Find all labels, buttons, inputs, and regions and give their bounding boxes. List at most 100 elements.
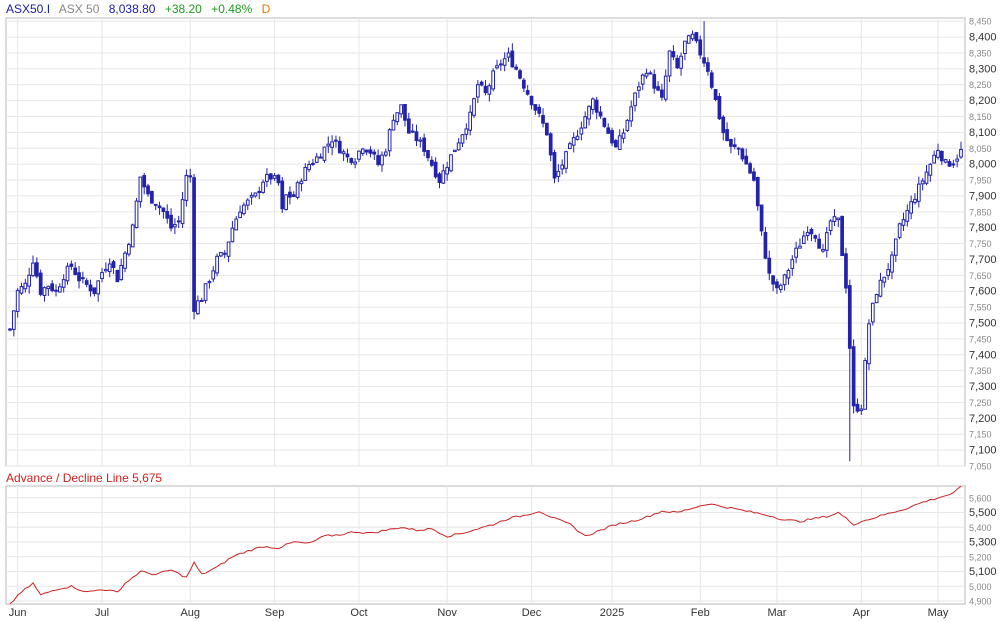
y-tick-label: 7,100 (969, 445, 997, 457)
interval-indicator[interactable]: D (261, 2, 271, 16)
candle-body (334, 139, 338, 142)
candle-body (295, 182, 300, 198)
candle-body (571, 137, 576, 146)
y-tick-label: 7,300 (969, 381, 997, 393)
y-tick-label: 5,400 (969, 523, 992, 533)
candle-body (552, 152, 557, 179)
x-tick-label: Sep (265, 607, 285, 619)
candle-body (449, 154, 453, 172)
candle-body (568, 143, 572, 150)
candle-body (836, 217, 841, 221)
candle-body (111, 261, 116, 268)
candle-body (268, 173, 273, 180)
candle-body (96, 280, 101, 295)
x-tick-label: Aug (180, 607, 200, 619)
symbol[interactable]: ASX50.I (6, 2, 51, 16)
candle-body (748, 163, 752, 174)
x-tick-label: Dec (522, 607, 542, 619)
y-tick-label: 8,150 (969, 112, 992, 122)
candle-body (913, 198, 917, 203)
candle-body (8, 328, 12, 331)
change-percent: +0.48% (211, 2, 253, 16)
candle-body (924, 171, 929, 184)
candle-body (38, 272, 43, 295)
candle-body (395, 112, 400, 123)
y-tick-label: 8,350 (969, 48, 992, 58)
candle-body (882, 276, 887, 283)
indicator-title: Advance / Decline Line 5,675 (6, 471, 163, 485)
candle-body (215, 255, 219, 274)
y-tick-label: 7,850 (969, 207, 992, 217)
candle-body (19, 286, 24, 294)
candle-body (890, 254, 894, 273)
candle-body (644, 72, 649, 77)
candle-body (629, 106, 634, 122)
y-tick-label: 8,300 (969, 63, 997, 75)
candle-body (521, 79, 526, 89)
candle-body (276, 174, 281, 184)
candle-body (399, 104, 403, 115)
last-price: 8,038.80 (108, 2, 156, 16)
candle-body (652, 74, 657, 89)
candle-body (104, 268, 108, 272)
candle-body (886, 269, 890, 276)
candle-body (437, 173, 442, 184)
candle-body (778, 284, 783, 290)
candle-body (491, 70, 496, 90)
candle-body (364, 149, 369, 153)
candle-body (314, 156, 319, 163)
candle-body (153, 203, 158, 206)
candle-body (383, 151, 388, 156)
y-tick-label: 7,750 (969, 239, 992, 249)
candle-body (184, 174, 189, 201)
candle-body (441, 170, 446, 184)
candle-body (249, 194, 254, 198)
candle-body (587, 105, 591, 120)
candle-body (123, 252, 127, 269)
candle-body (583, 116, 588, 129)
change-value: +38.20 (164, 2, 202, 16)
candle-body (663, 75, 668, 100)
candle-body (943, 159, 948, 163)
x-tick-label: Mar (767, 607, 786, 619)
candle-body (115, 269, 120, 283)
y-tick-label: 7,550 (969, 303, 992, 313)
candle-body (790, 259, 795, 269)
candle-body (433, 161, 438, 178)
candle-body (545, 122, 549, 136)
candle-body (54, 289, 58, 292)
candle-body (284, 194, 288, 210)
candle-body (487, 85, 492, 95)
candle-body (959, 148, 963, 158)
candle-body (406, 118, 411, 134)
candle-body (859, 408, 864, 412)
candle-body (130, 224, 135, 248)
candle-body (817, 238, 821, 249)
candle-body (683, 40, 687, 54)
candle-body (506, 52, 511, 58)
candle-body (207, 281, 212, 284)
candle-body (176, 220, 181, 223)
candle-body (222, 252, 227, 255)
candle-body (598, 111, 603, 117)
candle-body (357, 150, 361, 160)
candle-body (414, 131, 419, 142)
candle-body (809, 228, 814, 235)
candle-body (299, 180, 304, 185)
candle-body (656, 86, 660, 91)
candle-body (702, 57, 706, 64)
candle-body (345, 153, 350, 158)
candle-body (564, 151, 568, 169)
y-tick-label: 8,450 (969, 17, 992, 27)
candle-body (533, 104, 538, 111)
candle-body (798, 245, 802, 249)
candle-body (775, 281, 779, 289)
candle-body (322, 146, 327, 161)
candle-body (483, 85, 488, 94)
candle-body (867, 323, 871, 365)
candle-body (261, 181, 265, 193)
y-tick-label: 7,200 (969, 413, 997, 425)
y-tick-label: 7,250 (969, 398, 992, 408)
candle-body (675, 57, 680, 69)
